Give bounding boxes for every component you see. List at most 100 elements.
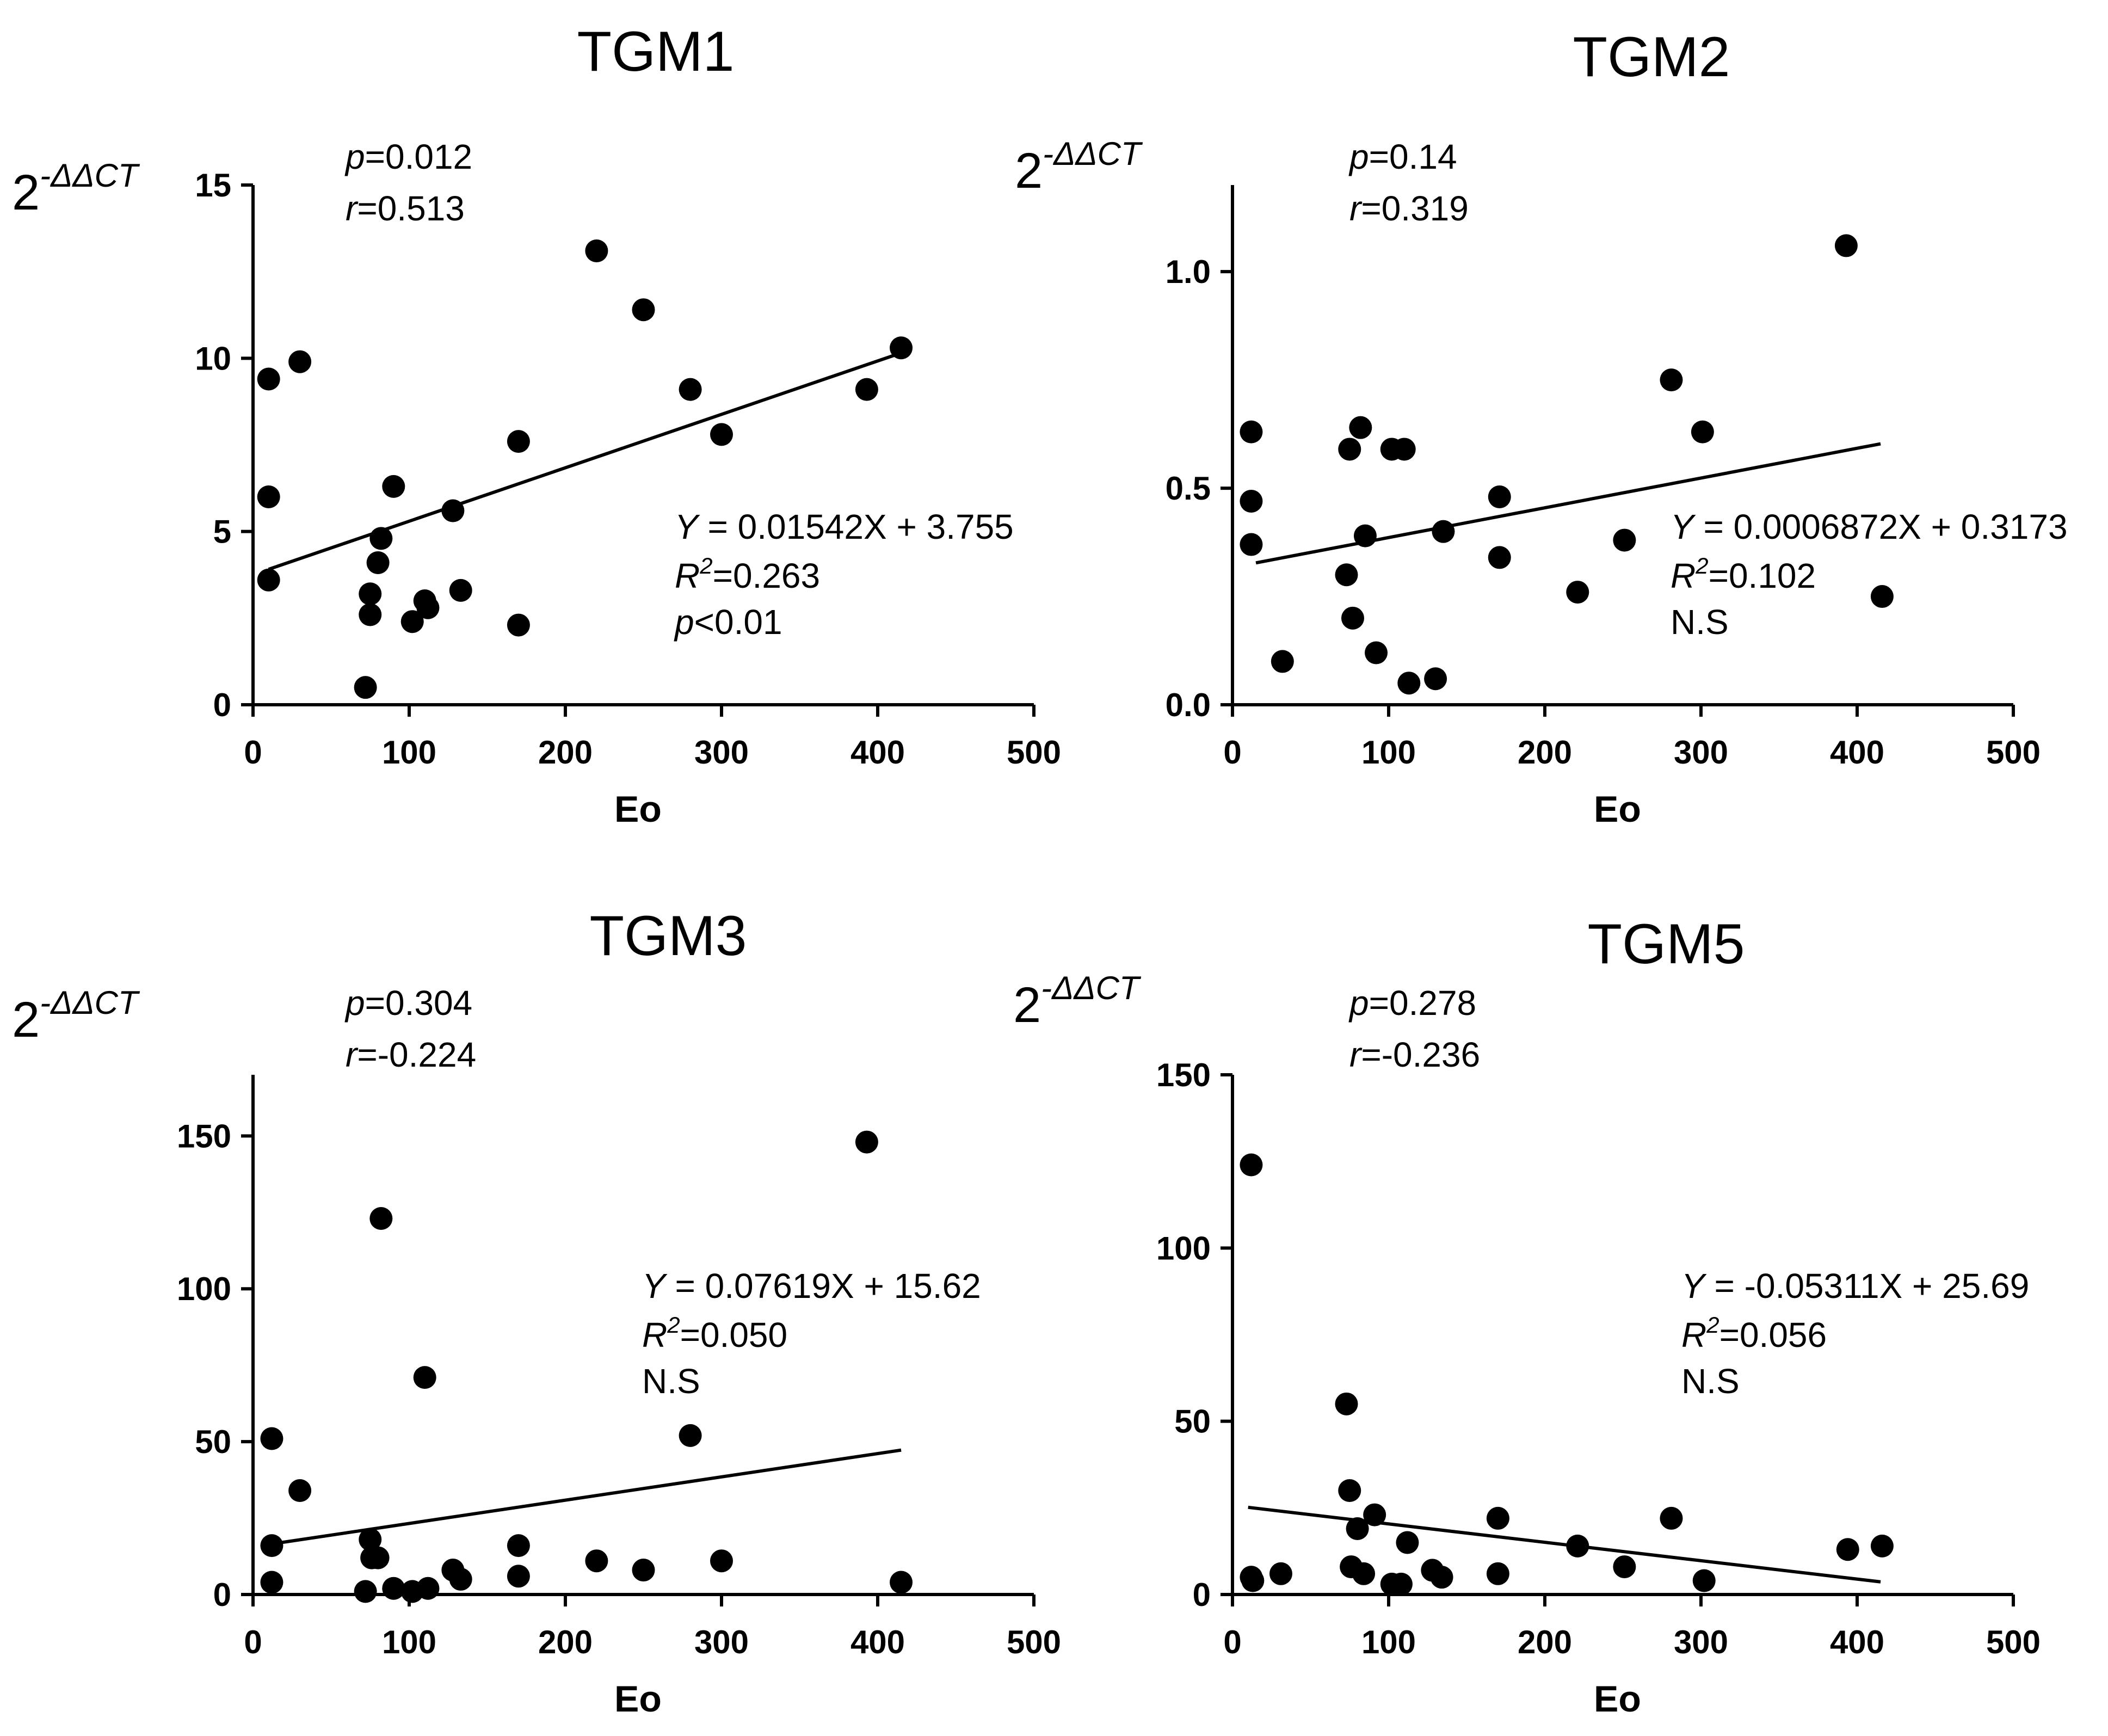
r-value-label: r=-0.236 — [1349, 1035, 1480, 1074]
data-point — [679, 378, 702, 401]
r2-symbol: R — [1681, 1315, 1706, 1355]
data-point — [1834, 234, 1858, 257]
data-point — [890, 336, 913, 360]
data-point — [632, 298, 655, 322]
significance-label: N.S — [1681, 1362, 1740, 1401]
data-point — [1870, 1534, 1894, 1558]
p-value-label: p=0.304 — [344, 983, 472, 1023]
y-axis-label: 2-ΔΔCT — [12, 157, 140, 220]
r-symbol: r — [1349, 1035, 1363, 1074]
y-tick-label: 0.0 — [1166, 687, 1211, 723]
data-point — [507, 1534, 530, 1558]
p-symbol: p — [1348, 983, 1369, 1023]
data-point — [1396, 1531, 1419, 1554]
data-point — [1241, 1569, 1265, 1592]
r-squared-label: R2=0.050 — [642, 1312, 787, 1355]
data-point — [1424, 667, 1447, 691]
x-tick-label: 400 — [850, 734, 905, 771]
x-tick-label: 200 — [538, 734, 593, 771]
data-point — [1613, 1555, 1636, 1579]
y-tick-label: 1.0 — [1166, 254, 1211, 290]
y-tick-label: 50 — [195, 1424, 231, 1460]
y-symbol: Y — [1671, 507, 1696, 546]
r-value-label: r=-0.224 — [346, 1035, 476, 1074]
data-point — [1346, 1517, 1369, 1541]
data-point — [1566, 1534, 1589, 1558]
data-point — [1341, 606, 1364, 630]
regression-equation: Y = -0.05311X + 25.69 — [1681, 1266, 2029, 1306]
regression-line — [268, 1448, 902, 1546]
data-point — [354, 1580, 377, 1603]
regression-equation: Y = 0.01542X + 3.755 — [675, 507, 1014, 546]
x-tick-label: 400 — [1830, 1624, 1884, 1660]
data-point — [366, 551, 390, 574]
data-point — [507, 613, 530, 637]
data-point — [585, 239, 608, 262]
data-point — [632, 1559, 655, 1582]
significance-text: N.S — [1681, 1362, 1740, 1401]
data-point — [1392, 438, 1416, 461]
significance-label: p<0.01 — [674, 602, 782, 642]
r-squared-value: =0.056 — [1719, 1315, 1827, 1355]
y-symbol: Y — [675, 507, 700, 546]
significance-text: N.S — [642, 1362, 700, 1401]
y-tick-label: 150 — [177, 1118, 231, 1154]
r-value: =0.319 — [1361, 189, 1469, 228]
data-point — [449, 1567, 472, 1591]
data-point — [855, 1130, 878, 1154]
x-tick-label: 100 — [1361, 1624, 1416, 1660]
r2-symbol: R — [675, 556, 700, 595]
r-value: =-0.224 — [357, 1035, 476, 1074]
x-axis-label: Eo — [1594, 1678, 1641, 1720]
data-point — [441, 499, 465, 522]
data-point — [257, 485, 280, 508]
y-tick-label: 10 — [195, 340, 231, 377]
data-point — [1335, 563, 1358, 587]
y-axis-label-exponent: -ΔΔCT — [1043, 136, 1143, 172]
data-point — [710, 423, 733, 446]
data-point — [359, 1528, 382, 1551]
x-tick-label: 100 — [382, 1624, 436, 1660]
data-point — [1870, 585, 1894, 608]
data-point — [1349, 416, 1372, 439]
data-point — [288, 1479, 312, 1502]
r-value: =0.513 — [357, 189, 465, 228]
y-tick-label: 0 — [213, 687, 231, 723]
data-point — [1660, 1506, 1683, 1530]
y-tick-label: 0 — [1193, 1577, 1211, 1613]
data-point — [1660, 368, 1683, 392]
x-tick-label: 0 — [1223, 1624, 1241, 1660]
p-symbol: p — [1348, 137, 1369, 176]
chart-title: TGM5 — [1588, 913, 1745, 976]
data-point — [679, 1424, 702, 1447]
x-axis-label: Eo — [614, 789, 662, 830]
x-tick-label: 500 — [1986, 734, 2041, 771]
x-tick-label: 500 — [1986, 1624, 2041, 1660]
p-value-label: p=0.278 — [1348, 983, 1476, 1023]
data-point — [1692, 1569, 1716, 1592]
data-point — [366, 1546, 390, 1569]
data-point — [449, 578, 472, 602]
data-point — [1430, 1566, 1453, 1589]
p-value-label: p=0.012 — [344, 137, 472, 176]
data-point — [1338, 438, 1361, 461]
x-tick-label: 100 — [382, 734, 436, 771]
y-axis-label-base: 2 — [1015, 143, 1043, 199]
data-point — [855, 378, 878, 401]
r-squared-label: R2=0.056 — [1681, 1312, 1827, 1355]
r-value-label: r=0.319 — [1349, 189, 1469, 228]
data-point — [1353, 524, 1377, 547]
data-point — [354, 676, 377, 699]
data-point — [507, 430, 530, 453]
chart-title: TGM2 — [1573, 26, 1730, 89]
x-tick-label: 400 — [850, 1624, 905, 1660]
data-point — [260, 1571, 283, 1594]
r2-superscript: 2 — [699, 553, 712, 578]
y-tick-label: 15 — [195, 167, 231, 204]
data-point — [1691, 420, 1714, 444]
data-point — [1240, 1153, 1263, 1177]
data-point — [710, 1549, 733, 1573]
y-tick-label: 5 — [213, 514, 231, 550]
